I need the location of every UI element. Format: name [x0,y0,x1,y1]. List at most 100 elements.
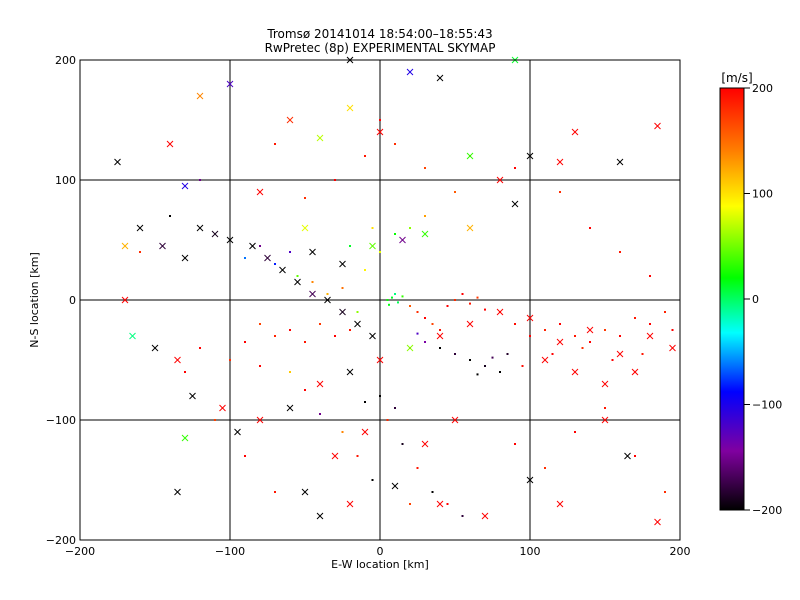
scatter-dot-point [581,347,584,349]
scatter-x-point [436,74,444,82]
scatter-dot-point [431,323,434,325]
scatter-dot-point [356,311,359,313]
scatter-dot-point [394,233,396,235]
scatter-dot-point [416,467,419,469]
scatter-x-point [181,254,189,262]
scatter-x-point [654,518,661,526]
scatter-dot-point [491,356,494,359]
scatter-dot-point [304,389,306,391]
scatter-dot-point [341,287,344,289]
scatter-dot-point [341,431,344,433]
scatter-dot-point [461,515,464,517]
scatter-x-point [496,308,504,316]
scatter-dot-point [484,308,486,311]
scatter-x-point [136,224,144,232]
scatter-dot-point [379,395,381,397]
scatter-dot-point [409,227,411,229]
scatter-x-point [601,380,609,388]
scatter-x-point [196,92,204,100]
scatter-x-point [196,224,204,232]
scatter-dot-point [394,407,396,409]
scatter-dot-point [589,341,591,343]
colorbar-tick-label: 100 [752,188,773,201]
scatter-dot-point [244,257,246,259]
scatter-x-point [121,242,129,250]
scatter-dot-point [634,317,636,319]
scatter-x-point [256,188,264,196]
scatter-dot-point [304,197,306,199]
scatter-x-point [309,248,316,256]
colorbar-tick-label: 200 [752,82,773,95]
scatter-dot-point [446,503,449,505]
scatter-dot-point [289,371,291,373]
scatter-x-point [406,68,414,76]
scatter-x-point [181,182,189,190]
scatter-x-point [369,332,376,340]
scatter-dot-point [514,443,516,445]
scatter-dot-point [386,419,389,421]
scatter-x-point [571,368,579,376]
grid-lines [80,60,680,540]
scatter-x-point [301,488,309,496]
scatter-dot-point [304,341,306,343]
scatter-dot-point [274,491,276,493]
y-tick-labels: −200 −100 0 100 200 [46,54,76,547]
scatter-x-point [129,332,136,340]
scatter-points [114,56,676,526]
scatter-dot-point [296,275,299,277]
scatter-x-point [301,224,309,232]
scatter-x-point [541,356,549,364]
scatter-dot-point [386,299,389,301]
scatter-dot-point [394,293,396,295]
scatter-x-point [361,428,369,436]
scatter-x-point [346,104,354,112]
chart-subtitle: RwPretec (8p) EXPERIMENTAL SKYMAP [265,41,496,55]
scatter-x-point [526,476,534,484]
scatter-x-point [256,416,264,424]
scatter-x-point [466,152,474,160]
scatter-dot-point [334,335,336,337]
scatter-dot-point [664,311,666,313]
scatter-dot-point [469,302,471,305]
scatter-x-point [219,404,226,412]
scatter-x-point [339,260,346,268]
scatter-dot-point [671,329,674,331]
x-tick-label: 200 [670,545,691,558]
scatter-x-point [466,224,474,232]
scatter-dot-point [476,296,479,299]
colorbar-tick-label: 0 [752,293,759,306]
y-tick-label: −100 [46,414,76,427]
scatter-dot-point [506,353,509,355]
scatter-x-point [151,344,159,352]
scatter-dot-point [199,347,201,349]
scatter-dot-point [641,353,644,355]
scatter-x-point [354,320,361,328]
scatter-dot-point [326,293,329,295]
scatter-x-point [211,230,219,238]
scatter-dot-point [604,329,606,331]
scatter-dot-point [364,401,366,403]
scatter-x-point [346,500,354,508]
x-tick-label: 100 [520,545,541,558]
scatter-dot-point [401,443,404,445]
plot-frame [79,59,681,541]
x-tick-label: 0 [377,545,384,558]
scatter-dot-point [397,301,399,304]
scatter-dot-point [439,329,441,331]
scatter-x-point [376,128,384,136]
scatter-x-point [286,404,294,412]
scatter-dot-point [454,299,456,301]
scatter-dot-point [649,323,651,325]
scatter-x-point [324,296,331,304]
scatter-dot-point [371,479,374,481]
scatter-x-point [189,392,196,400]
scatter-dot-point [604,407,606,409]
scatter-x-point [654,122,661,130]
x-tick-label: −200 [65,545,95,558]
scatter-dot-point [274,143,276,145]
scatter-dot-point [529,335,531,337]
scatter-x-point [511,200,519,208]
scatter-dot-point [311,281,314,283]
scatter-x-point [571,128,579,136]
